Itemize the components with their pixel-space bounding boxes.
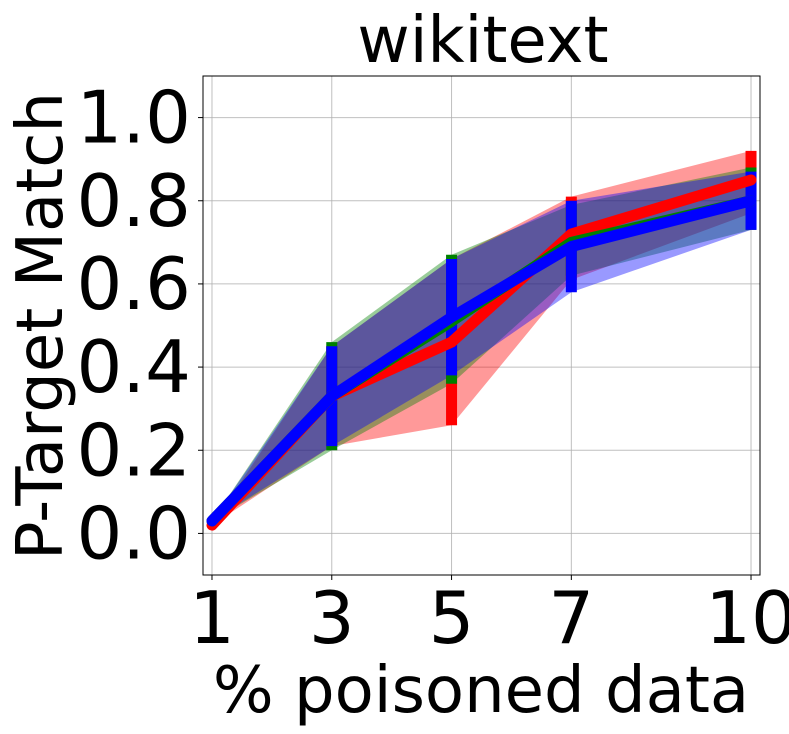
y-tick-label: 0.0 [76,491,191,575]
x-tick-label: 1 [189,576,235,660]
x-axis-label: % poisoned data [213,654,749,728]
series-lines [206,174,757,531]
confidence-band [211,167,752,521]
y-tick-label: 0.2 [76,408,191,492]
x-tick-label: 5 [429,576,475,660]
y-tick-label: 0.4 [76,325,191,409]
x-axis-ticks: 1 3 5 7 10 [189,575,789,660]
x-tick-label: 7 [548,576,594,660]
y-axis-label: P-Target Match [4,92,78,560]
confidence-band [211,171,752,521]
y-tick-label: 1.0 [76,76,191,160]
x-tick-label: 10 [705,576,789,660]
plot-frame [202,75,761,576]
series-line [206,195,757,527]
chart-title: wikitext [357,4,608,78]
y-tick-label: 0.6 [76,242,191,326]
y-tick-label: 0.8 [76,159,191,243]
confidence-bands [211,150,752,526]
confidence-band [211,150,752,526]
y-axis-ticks: 0.00.20.40.60.81.0 [76,76,203,575]
x-tick-label: 3 [309,576,355,660]
